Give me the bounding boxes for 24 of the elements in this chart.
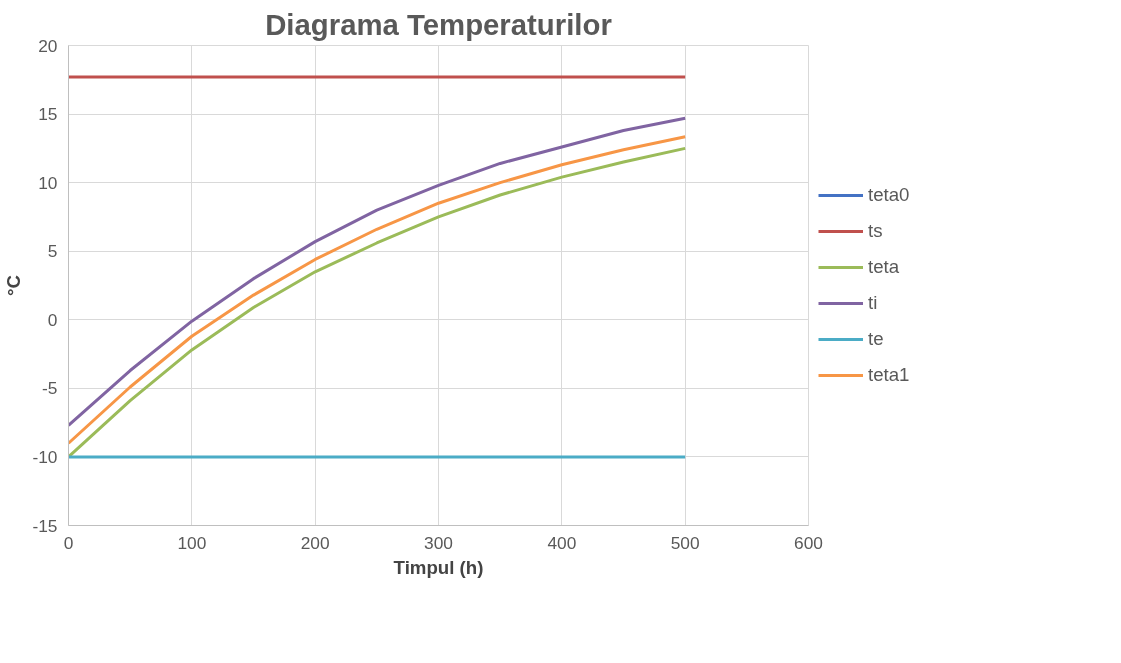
y-tick-label: 10 [38, 172, 58, 193]
legend-label: teta1 [868, 364, 910, 386]
legend-label: teta [868, 256, 900, 278]
y-tick-label: 0 [47, 309, 58, 330]
y-tick-label: 20 [38, 35, 58, 56]
x-tick-label: 500 [670, 532, 700, 553]
x-tick-label: 600 [794, 532, 823, 553]
legend-label: ti [868, 292, 879, 314]
legend-label: ts [868, 220, 884, 242]
y-tick-label: -10 [32, 446, 58, 467]
x-tick-label: 400 [547, 532, 577, 553]
y-tick-label: 5 [47, 241, 58, 262]
y-tick-label: -5 [42, 378, 58, 399]
x-tick-label: 300 [424, 532, 453, 553]
x-axis-title: Timpul (h) [393, 556, 484, 578]
legend-label: teta0 [868, 184, 910, 206]
y-tick-label: 15 [38, 104, 58, 125]
y-axis-title: °C [3, 275, 25, 296]
x-tick-label: 0 [63, 532, 74, 553]
chart-title: Diagrama Temperaturilor [265, 7, 612, 41]
y-tick-label: -15 [32, 515, 58, 536]
x-tick-label: 200 [300, 532, 330, 553]
legend-label: te [868, 328, 885, 350]
x-tick-label: 100 [177, 532, 207, 553]
